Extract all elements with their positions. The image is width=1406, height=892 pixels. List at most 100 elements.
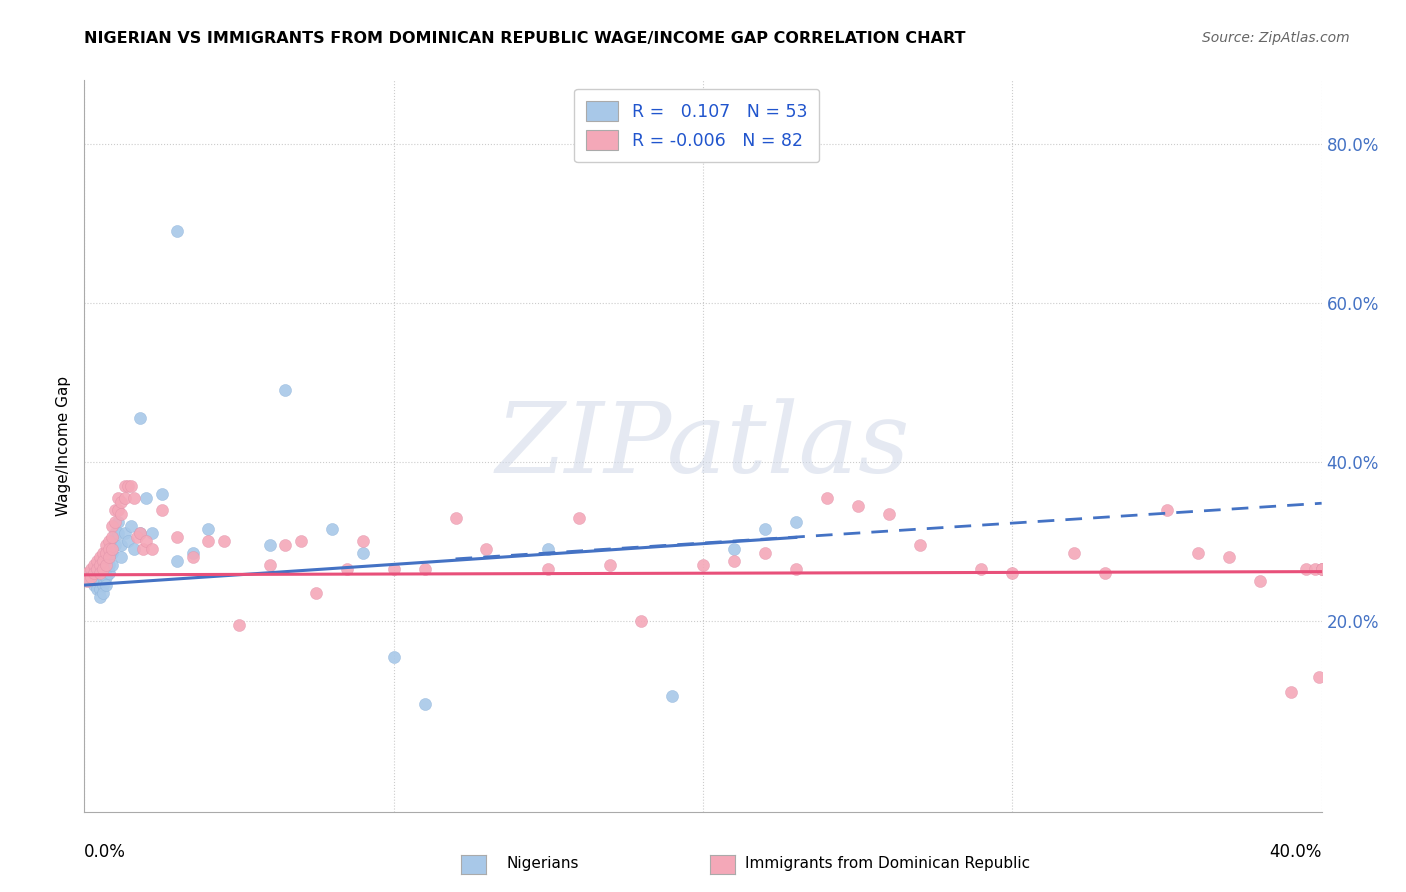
Point — [815, 491, 838, 505]
Point — [86, 562, 108, 576]
Point — [114, 479, 136, 493]
Point — [104, 538, 127, 552]
Point — [352, 546, 374, 560]
Point — [1279, 685, 1302, 699]
Point — [1094, 566, 1116, 581]
Point — [122, 542, 145, 557]
Point — [259, 558, 281, 573]
Point — [1308, 669, 1330, 683]
Point — [89, 582, 111, 596]
Point — [692, 558, 714, 573]
Point — [212, 534, 235, 549]
Point — [259, 538, 281, 552]
Point — [91, 570, 114, 584]
Point — [1310, 562, 1333, 576]
Point — [76, 566, 98, 581]
Point — [83, 578, 105, 592]
Point — [846, 499, 869, 513]
Point — [86, 562, 108, 576]
Point — [101, 518, 124, 533]
Point — [132, 542, 155, 557]
Point — [166, 554, 188, 568]
Point — [89, 566, 111, 581]
Point — [228, 618, 250, 632]
Point — [86, 554, 108, 568]
Point — [352, 534, 374, 549]
Point — [91, 562, 114, 576]
Point — [382, 649, 405, 664]
Point — [101, 530, 124, 544]
Point — [382, 562, 405, 576]
Point — [94, 570, 117, 584]
Point — [98, 542, 121, 557]
Point — [94, 562, 117, 576]
Point — [1156, 502, 1178, 516]
Point — [120, 518, 142, 533]
Point — [1295, 562, 1317, 576]
Point — [475, 542, 498, 557]
Point — [94, 546, 117, 560]
Point — [122, 491, 145, 505]
Point — [89, 574, 111, 589]
Point — [1310, 562, 1333, 576]
Point — [754, 523, 776, 537]
Point — [110, 538, 132, 552]
Point — [91, 546, 114, 560]
Point — [181, 550, 204, 565]
Point — [117, 479, 139, 493]
Point — [76, 574, 98, 589]
Point — [877, 507, 900, 521]
Point — [1249, 574, 1271, 589]
Point — [274, 538, 297, 552]
Text: 40.0%: 40.0% — [1270, 843, 1322, 861]
Point — [1001, 566, 1024, 581]
Point — [83, 566, 105, 581]
Point — [104, 526, 127, 541]
Point — [150, 502, 173, 516]
Point — [290, 534, 312, 549]
Point — [305, 586, 328, 600]
Point — [129, 526, 152, 541]
Point — [79, 566, 101, 581]
Point — [79, 562, 101, 576]
Point — [166, 224, 188, 238]
Point — [110, 550, 132, 565]
Point — [754, 546, 776, 560]
Text: ZIPatlas: ZIPatlas — [496, 399, 910, 493]
Point — [83, 558, 105, 573]
Point — [129, 526, 152, 541]
Point — [107, 515, 129, 529]
Point — [970, 562, 993, 576]
Point — [91, 586, 114, 600]
Point — [104, 515, 127, 529]
Point — [197, 534, 219, 549]
Point — [79, 574, 101, 589]
Point — [91, 562, 114, 576]
Point — [94, 538, 117, 552]
Point — [661, 690, 683, 704]
Point — [630, 614, 652, 628]
Point — [129, 411, 152, 425]
Point — [98, 558, 121, 573]
Point — [89, 558, 111, 573]
Point — [114, 526, 136, 541]
Point — [101, 546, 124, 560]
Point — [94, 578, 117, 592]
Point — [107, 526, 129, 541]
Point — [723, 554, 745, 568]
Point — [91, 554, 114, 568]
Point — [98, 566, 121, 581]
Point — [1187, 546, 1209, 560]
Point — [114, 491, 136, 505]
Point — [1218, 550, 1240, 565]
Point — [86, 574, 108, 589]
Point — [444, 510, 467, 524]
Point — [413, 698, 436, 712]
Point — [1310, 562, 1333, 576]
Point — [94, 558, 117, 573]
Text: Nigerians: Nigerians — [506, 856, 579, 871]
Point — [107, 502, 129, 516]
Point — [274, 384, 297, 398]
Point — [117, 534, 139, 549]
Point — [181, 546, 204, 560]
